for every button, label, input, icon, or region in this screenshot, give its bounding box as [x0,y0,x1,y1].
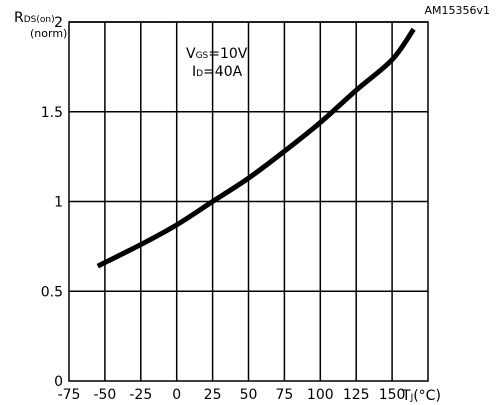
y-tick-label: 0.5 [41,284,63,300]
y-tick-label: 2 [54,15,63,31]
x-axis-label-main: T [401,388,411,404]
y-axis-label: RDS(on) [14,10,55,26]
x-tick-label: 50 [240,387,258,403]
y-tick-label: 0 [54,374,63,390]
x-tick-label: 25 [204,387,222,403]
x-axis-label-unit: (°C) [413,388,441,404]
annotation-id-value: =40A [203,64,243,80]
ticks: -75 -50 -25 0 25 50 75 100 125 150 0 0.5 1 1.5 2 [41,15,406,403]
x-tick-label: -75 [58,387,81,403]
annotation-id-main: I [192,64,196,80]
x-axis-label: TJ(°C) [401,388,441,404]
x-tick-label: 75 [275,387,293,403]
series-line-0 [96,27,416,269]
figure-id: AM15356v1 [424,4,490,17]
annotation-id-sub: D [196,69,203,79]
annotation-id: ID=40A [192,64,243,80]
annotation-vgs-value: =10V [208,46,248,62]
x-tick-label: 0 [172,387,181,403]
series [96,27,416,269]
annotation-vgs: VGS=10V [186,46,248,62]
x-tick-label: -50 [93,387,116,403]
x-tick-label: 150 [379,387,406,403]
y-axis-label-sub: DS(on) [24,15,55,25]
y-tick-label: 1 [54,195,63,211]
annotation-vgs-main: V [186,46,196,62]
x-axis-label-sub: J [410,393,414,403]
y-tick-label: 1.5 [41,105,63,121]
annotation-vgs-sub: GS [196,51,209,61]
x-tick-label: -25 [129,387,152,403]
x-tick-label: 125 [343,387,370,403]
plot-frame [68,21,429,382]
x-tick-label: 100 [307,387,334,403]
y-axis-unit: (norm) [30,27,67,40]
y-axis-label-main: R [14,10,24,26]
